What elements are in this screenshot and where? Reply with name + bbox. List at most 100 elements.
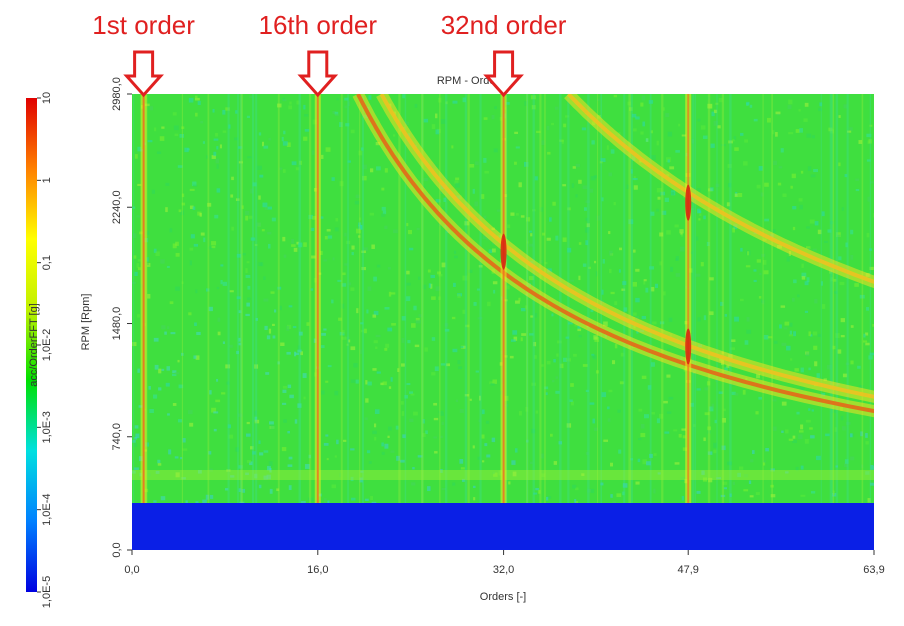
heatmap-speckle	[491, 242, 496, 245]
heatmap-speckle	[375, 346, 378, 349]
heatmap-speckle	[587, 488, 592, 493]
heatmap-speckle	[540, 453, 544, 459]
heatmap-speckle	[158, 387, 162, 391]
heatmap-speckle	[483, 117, 488, 120]
heatmap-speckle	[478, 395, 481, 401]
heatmap-speckle	[630, 169, 633, 174]
heatmap-speckle	[358, 235, 361, 238]
heatmap-speckle	[825, 433, 830, 437]
heatmap-speckle	[811, 409, 814, 412]
heatmap-speckle	[491, 114, 495, 120]
heatmap-speckle	[339, 122, 343, 128]
heatmap-speckle	[236, 350, 240, 355]
heatmap-speckle	[416, 227, 420, 231]
heatmap-speckle	[446, 363, 451, 367]
heatmap-speckle	[697, 188, 701, 193]
heatmap-speckle	[155, 470, 160, 474]
heatmap-speckle	[216, 188, 221, 193]
heatmap-speckle	[345, 123, 350, 127]
heatmap-speckle	[133, 255, 137, 259]
heatmap-speckle	[575, 194, 578, 198]
heatmap-speckle	[609, 462, 614, 467]
heatmap-speckle	[297, 345, 300, 350]
heatmap-speckle	[366, 309, 369, 314]
heatmap-speckle	[475, 370, 479, 373]
heatmap-speckle	[850, 325, 854, 328]
heatmap-speckle	[427, 269, 431, 273]
heatmap-speckle	[373, 276, 377, 282]
heatmap-speckle	[577, 328, 582, 332]
heatmap-speckle	[762, 259, 767, 265]
heatmap-speckle	[160, 496, 166, 501]
heatmap-speckle	[804, 439, 809, 444]
heatmap-speckle	[794, 368, 799, 372]
heatmap-speckle	[521, 333, 527, 336]
heatmap-speckle	[361, 250, 366, 254]
heatmap-speckle	[709, 187, 714, 192]
heatmap-speckle	[422, 284, 427, 290]
heatmap-speckle	[578, 179, 582, 184]
heatmap-speckle	[334, 111, 339, 115]
heatmap-speckle	[799, 128, 803, 133]
heatmap-speckle	[850, 433, 853, 438]
heatmap-speckle	[798, 198, 803, 202]
heatmap-speckle	[454, 180, 459, 184]
heatmap-speckle	[591, 354, 596, 358]
heatmap-speckle	[865, 441, 869, 445]
heatmap-speckle	[868, 355, 873, 360]
heatmap-speckle	[245, 268, 248, 274]
heatmap-speckle	[618, 449, 622, 454]
heatmap-speckle	[811, 135, 815, 139]
heatmap-speckle	[838, 115, 841, 118]
heatmap-speckle	[277, 286, 282, 290]
heatmap-speckle	[282, 236, 286, 242]
heatmap-speckle	[869, 248, 872, 251]
heatmap-speckle	[833, 278, 837, 282]
heatmap-speckle	[675, 256, 679, 261]
heatmap-speckle	[308, 454, 311, 459]
colorbar-tick-label: 1,0E-5	[41, 576, 53, 608]
heatmap-speckle	[327, 235, 333, 239]
order-annotation-label: 1st order	[92, 10, 195, 40]
heatmap-speckle	[207, 202, 212, 207]
heatmap-speckle	[829, 129, 834, 134]
heatmap-speckle	[842, 426, 846, 431]
heatmap-speckle	[172, 243, 177, 249]
heatmap-speckle	[347, 160, 351, 163]
heatmap-speckle	[246, 460, 251, 463]
heatmap-speckle	[151, 189, 155, 194]
heatmap-speckle	[344, 232, 347, 237]
heatmap-speckle	[723, 487, 728, 490]
heatmap-speckle	[755, 492, 760, 496]
heatmap-speckle	[415, 319, 421, 324]
heatmap-speckle	[332, 110, 336, 115]
heatmap-speckle	[565, 115, 570, 118]
heatmap-speckle	[812, 331, 818, 336]
heatmap-speckle	[374, 409, 380, 414]
heatmap-speckle	[788, 334, 794, 337]
heatmap-speckle	[804, 281, 809, 286]
heatmap-speckle	[622, 491, 625, 496]
heatmap-speckle	[268, 421, 274, 425]
heatmap-speckle	[843, 104, 848, 109]
heatmap-speckle	[369, 168, 374, 173]
heatmap-speckle	[238, 337, 241, 342]
heatmap-speckle	[608, 268, 612, 274]
heatmap-speckle	[193, 243, 199, 247]
heatmap-speckle	[594, 260, 597, 264]
heatmap-speckle	[288, 485, 292, 491]
heatmap-speckle	[590, 176, 596, 181]
heatmap-speckle	[493, 472, 498, 477]
heatmap-speckle	[302, 373, 307, 378]
heatmap-speckle	[338, 317, 342, 321]
heatmap-speckle	[650, 362, 655, 367]
heatmap-speckle	[647, 385, 652, 390]
heatmap-speckle	[653, 453, 657, 456]
heatmap-speckle	[407, 339, 411, 344]
heatmap-speckle	[153, 337, 159, 342]
heatmap-speckle	[161, 368, 165, 371]
heatmap-speckle	[179, 134, 184, 138]
heatmap-speckle	[411, 482, 416, 486]
heatmap-speckle	[157, 459, 161, 464]
heatmap-speckle	[376, 264, 381, 268]
